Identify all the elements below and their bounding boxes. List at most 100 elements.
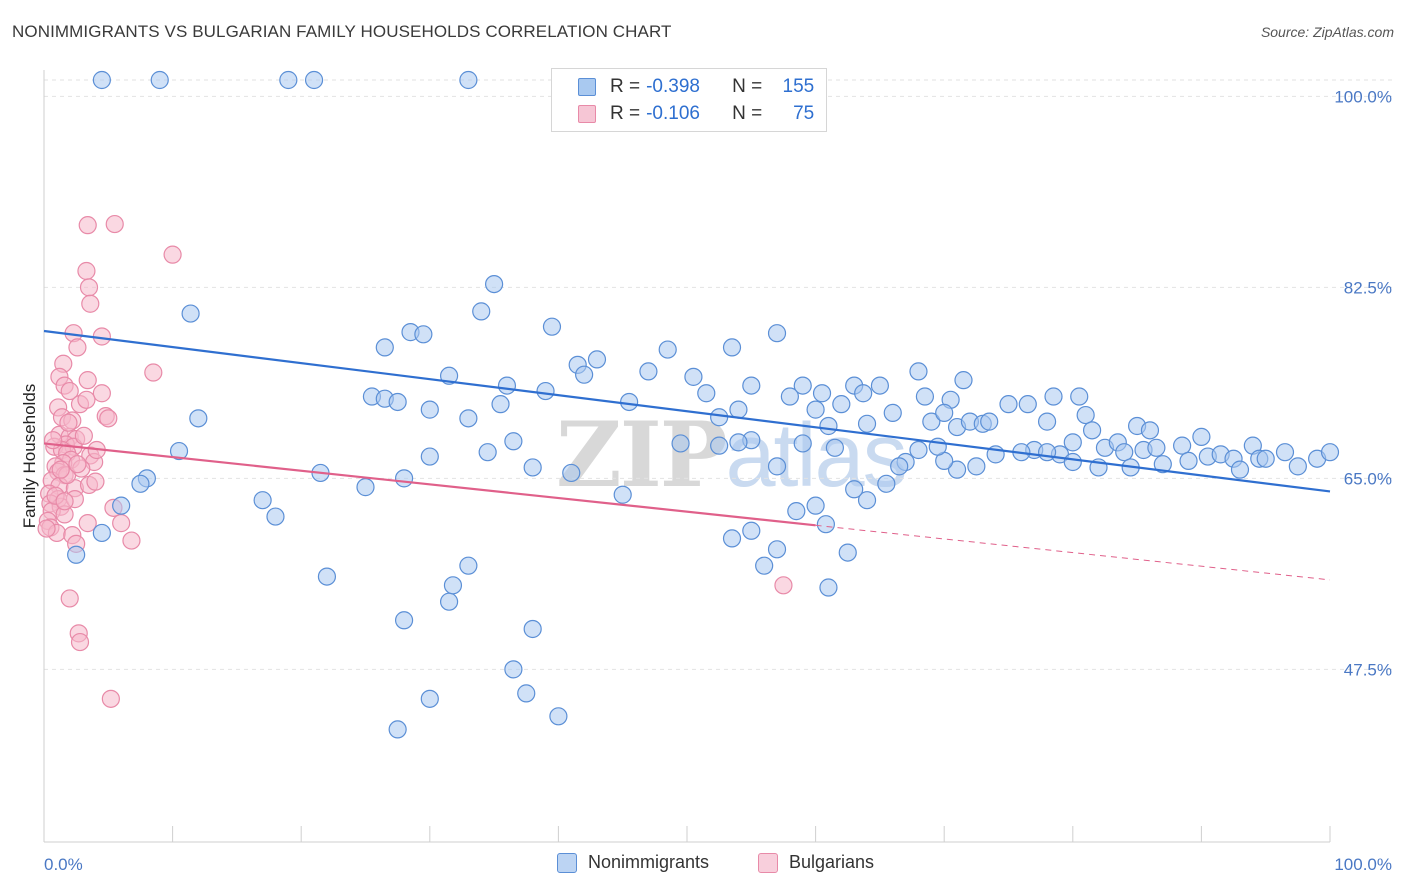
nonimmigrants-point (877, 474, 896, 493)
nonimmigrants-point (812, 384, 832, 403)
nonimmigrants-point (1082, 421, 1102, 440)
nonimmigrants-point (536, 381, 555, 401)
nonimmigrants-point (112, 496, 131, 515)
nonimmigrants-point (857, 491, 877, 510)
legend-item-bulgarians[interactable]: Bulgarians (758, 852, 874, 873)
legend-n-label: N = (732, 76, 763, 97)
nonimmigrants-point (729, 433, 748, 452)
nonimmigrants-point (497, 376, 517, 395)
nonimmigrants-point (870, 376, 890, 395)
nonimmigrants-point (1070, 387, 1089, 406)
nonimmigrants-point (1288, 457, 1307, 476)
x-tick-label-min: 0.0% (44, 855, 83, 874)
nonimmigrants-point (806, 496, 825, 515)
bulgarians-point (163, 245, 182, 264)
nonimmigrants-point (420, 689, 439, 708)
nonimmigrants-point (909, 362, 928, 381)
nonimmigrants-point (854, 384, 873, 403)
nonimmigrants-point (542, 317, 562, 336)
legend-n-value: 75 (793, 103, 815, 124)
nonimmigrants-point (562, 463, 581, 483)
nonimmigrants-point (658, 340, 677, 359)
legend-r-value: -0.398 (646, 76, 700, 97)
series-legend: Nonimmigrants Bulgarians (0, 852, 1406, 876)
y-tick-label: 100.0% (1334, 87, 1392, 106)
nonimmigrants-point (1063, 452, 1082, 472)
nonimmigrants-point (1320, 443, 1340, 462)
nonimmigrants-point (181, 304, 200, 323)
nonimmigrants-point (793, 434, 812, 453)
nonimmigrants-point (742, 376, 761, 395)
nonimmigrants-point (523, 458, 542, 477)
nonimmigrants-point (1037, 412, 1057, 431)
bulgarians-point (70, 632, 90, 652)
nonimmigrants-point (414, 325, 433, 344)
nonimmigrants-point (909, 440, 928, 460)
nonimmigrants-point (504, 432, 523, 451)
bulgarians-point (60, 589, 79, 608)
nonimmigrants-point (825, 438, 844, 457)
legend-label-nonimmigrants: Nonimmigrants (588, 852, 710, 872)
nonimmigrants-point (375, 338, 394, 357)
nonimmigrants-point (459, 70, 478, 90)
nonimmigrants-trend-line (43, 329, 1331, 493)
legend-swatch-pink (578, 105, 596, 123)
bulgarians-point (122, 531, 141, 550)
nonimmigrants-point (684, 367, 703, 386)
nonimmigrants-point (1018, 395, 1037, 414)
nonimmigrants-point (980, 412, 999, 431)
nonimmigrants-point (845, 480, 864, 499)
legend-swatch-blue (578, 78, 596, 96)
nonimmigrants-point (999, 395, 1018, 414)
legend-swatch-blue (557, 852, 577, 873)
bulgarians-point (86, 472, 105, 491)
trend-lines (43, 329, 1331, 581)
nonimmigrants-point (439, 592, 459, 611)
grid-lines (44, 79, 1392, 670)
legend-n-label: N = (732, 103, 763, 124)
nonimmigrants-point (420, 400, 439, 419)
nonimmigrants-point (967, 457, 986, 476)
nonimmigrants-point (575, 365, 594, 384)
bulgarians-point (55, 492, 74, 511)
bulgarians-point (79, 278, 99, 297)
nonimmigrants-point (819, 578, 838, 597)
y-tick-label: 47.5% (1344, 660, 1392, 679)
bulgarians-trend-extension (815, 524, 1331, 581)
nonimmigrants-point (1115, 443, 1134, 462)
nonimmigrants-point (1063, 433, 1082, 452)
x-tick-label-max: 100.0% (1334, 855, 1392, 874)
legend-r-value: -0.106 (646, 103, 700, 124)
legend-label-bulgarians: Bulgarians (789, 852, 875, 872)
nonimmigrants-point (780, 387, 799, 406)
bulgarians-trend-line (43, 442, 816, 527)
nonimmigrants-point (388, 720, 407, 739)
nonimmigrants-point (767, 324, 787, 343)
bulgarians-point (78, 216, 97, 235)
nonimmigrants-point (613, 485, 632, 504)
y-tick-label: 65.0% (1344, 469, 1392, 488)
nonimmigrants-point (742, 521, 761, 540)
nonimmigrants-point (710, 408, 729, 427)
nonimmigrants-point (832, 395, 851, 414)
bulgarians-point (59, 413, 78, 432)
nonimmigrants-point (954, 371, 973, 390)
legend-row-bulgarians: R = -0.106 N = 75 (552, 101, 814, 127)
bulgarians-point (78, 514, 97, 533)
nonimmigrants-point (92, 70, 111, 90)
legend-item-nonimmigrants[interactable]: Nonimmigrants (557, 852, 709, 873)
y-tick-label: 82.5% (1344, 278, 1392, 297)
bulgarians-points (37, 214, 793, 708)
nonimmigrants-point (388, 392, 407, 412)
nonimmigrants-point (394, 469, 414, 488)
bulgarians-point (78, 371, 97, 390)
nonimmigrants-point (523, 619, 542, 639)
nonimmigrants-point (472, 302, 491, 321)
nonimmigrants-point (1230, 460, 1250, 479)
nonimmigrants-point (549, 707, 568, 726)
nonimmigrants-point (92, 523, 111, 543)
nonimmigrants-point (67, 545, 86, 564)
bulgarians-point (77, 261, 96, 281)
nonimmigrants-points (67, 70, 1340, 739)
nonimmigrants-point (1147, 438, 1166, 457)
